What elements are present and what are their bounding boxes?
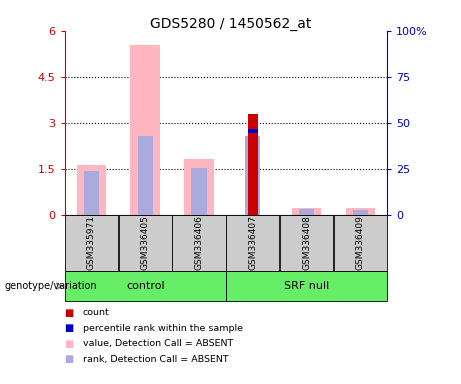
Text: ■: ■ bbox=[65, 339, 74, 349]
Bar bbox=[172, 215, 225, 271]
Bar bbox=[65, 215, 118, 271]
Bar bbox=[84, 171, 99, 215]
Bar bbox=[280, 215, 333, 271]
Bar bbox=[184, 159, 214, 215]
Bar bbox=[138, 136, 153, 215]
Text: ■: ■ bbox=[65, 354, 74, 364]
Bar bbox=[226, 215, 279, 271]
Text: rank, Detection Call = ABSENT: rank, Detection Call = ABSENT bbox=[83, 354, 229, 364]
Text: GSM336405: GSM336405 bbox=[141, 215, 150, 270]
Bar bbox=[334, 215, 387, 271]
Text: GSM336408: GSM336408 bbox=[302, 215, 311, 270]
Bar bbox=[299, 209, 314, 215]
Text: value, Detection Call = ABSENT: value, Detection Call = ABSENT bbox=[83, 339, 233, 348]
Bar bbox=[346, 208, 375, 215]
Text: ■: ■ bbox=[65, 323, 74, 333]
Bar bbox=[191, 168, 207, 215]
Bar bbox=[292, 208, 321, 215]
Text: GSM335971: GSM335971 bbox=[87, 215, 96, 270]
Bar bbox=[130, 45, 160, 215]
Bar bbox=[353, 210, 368, 215]
Text: SRF null: SRF null bbox=[284, 281, 329, 291]
Bar bbox=[226, 271, 387, 301]
Text: GDS5280 / 1450562_at: GDS5280 / 1450562_at bbox=[150, 17, 311, 31]
Text: genotype/variation: genotype/variation bbox=[5, 281, 97, 291]
Bar bbox=[248, 114, 258, 215]
Text: count: count bbox=[83, 308, 110, 318]
Text: percentile rank within the sample: percentile rank within the sample bbox=[83, 324, 243, 333]
Text: control: control bbox=[126, 281, 165, 291]
Bar bbox=[248, 129, 258, 133]
Bar bbox=[118, 215, 172, 271]
Text: GSM336409: GSM336409 bbox=[356, 215, 365, 270]
Text: GSM336407: GSM336407 bbox=[248, 215, 257, 270]
Bar bbox=[77, 165, 106, 215]
Text: ■: ■ bbox=[65, 308, 74, 318]
Bar bbox=[245, 136, 260, 215]
Text: GSM336406: GSM336406 bbox=[195, 215, 203, 270]
Bar bbox=[65, 271, 225, 301]
